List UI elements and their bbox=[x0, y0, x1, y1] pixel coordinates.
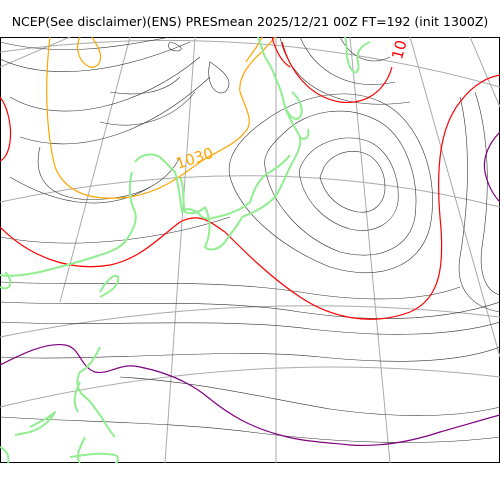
map-title: NCEP(See disclaimer)(ENS) PRESmean 2025/… bbox=[11, 14, 489, 29]
isobar-1030 bbox=[46, 37, 276, 199]
isobar-1020 bbox=[0, 37, 500, 320]
isobars bbox=[0, 37, 500, 443]
isobar-1010 bbox=[0, 131, 500, 446]
label-1020: 10 bbox=[388, 38, 410, 61]
coastline bbox=[0, 37, 371, 463]
map-frame bbox=[0, 37, 500, 463]
graticule bbox=[0, 37, 500, 463]
pressure-map: 1030 10 bbox=[0, 37, 500, 463]
